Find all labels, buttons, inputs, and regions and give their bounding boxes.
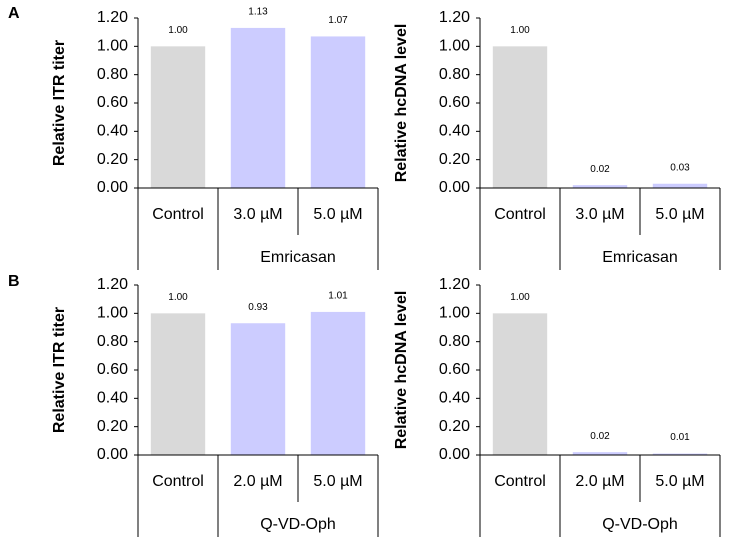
x-tick-label: 2.0 µM [233,473,282,490]
bar [652,183,708,188]
value-label: 1.13 [248,7,268,18]
y-tick-label: 1.20 [97,9,128,26]
y-tick-label: 0.60 [439,94,470,111]
x-tick-label: Control [494,206,546,223]
y-tick-label: 0.20 [97,151,128,168]
y-axis-label: Relative hcDNA level [393,291,410,450]
value-label: 1.07 [328,15,348,26]
group-label: Q-VD-Oph [260,516,336,533]
y-axis-label: Relative ITR titer [51,40,68,166]
value-label: 1.00 [168,292,188,303]
y-tick-label: 1.20 [97,276,128,293]
y-tick-label: 0.20 [439,418,470,435]
x-tick-label: 3.0 µM [233,206,282,223]
y-tick-label: 1.00 [97,305,128,322]
y-tick-label: 0.20 [439,151,470,168]
y-tick-label: 0.60 [439,361,470,378]
value-label: 0.01 [670,432,690,443]
y-tick-label: 0.40 [97,123,128,140]
value-label: 1.00 [510,25,530,36]
y-tick-label: 0.80 [439,333,470,350]
x-tick-label: Control [152,473,204,490]
bar [572,185,628,188]
x-tick-label: 3.0 µM [575,206,624,223]
x-tick-label: 5.0 µM [313,473,362,490]
bar [150,313,206,455]
bar [150,46,206,189]
y-tick-label: 0.60 [97,94,128,111]
y-tick-label: 0.40 [97,390,128,407]
y-tick-label: 0.00 [97,446,128,463]
value-label: 1.00 [510,292,530,303]
y-tick-label: 0.80 [97,66,128,83]
y-tick-label: 0.40 [439,123,470,140]
y-tick-label: 0.00 [439,446,470,463]
x-tick-label: Control [494,473,546,490]
y-tick-label: 0.80 [97,333,128,350]
y-tick-label: 1.00 [439,305,470,322]
y-tick-label: 0.80 [439,66,470,83]
x-tick-label: Control [152,206,204,223]
value-label: 0.93 [248,302,268,313]
y-tick-label: 0.00 [97,179,128,196]
value-label: 0.02 [590,164,610,175]
bar [492,313,548,455]
bar [230,27,286,188]
y-tick-label: 1.20 [439,276,470,293]
panel-label: A [8,5,20,22]
x-tick-label: 5.0 µM [655,473,704,490]
bar [310,311,366,455]
y-tick-label: 0.20 [97,418,128,435]
value-label: 1.00 [168,25,188,36]
y-tick-label: 1.20 [439,9,470,26]
bar [652,453,708,455]
x-tick-label: 5.0 µM [313,206,362,223]
y-tick-label: 1.00 [439,38,470,55]
bar [310,36,366,188]
y-tick-label: 1.00 [97,38,128,55]
y-axis-label: Relative hcDNA level [393,24,410,183]
value-label: 0.02 [590,431,610,442]
value-label: 1.01 [328,291,348,302]
x-tick-label: 5.0 µM [655,206,704,223]
bar [492,46,548,189]
y-tick-label: 0.60 [97,361,128,378]
bar [230,323,286,455]
value-label: 0.03 [670,162,690,173]
group-label: Q-VD-Oph [602,516,678,533]
panel-label: B [8,273,20,290]
y-axis-label: Relative ITR titer [51,307,68,433]
y-tick-label: 0.00 [439,179,470,196]
x-tick-label: 2.0 µM [575,473,624,490]
group-label: Emricasan [260,249,336,266]
bar [572,452,628,455]
y-tick-label: 0.40 [439,390,470,407]
group-label: Emricasan [602,249,678,266]
